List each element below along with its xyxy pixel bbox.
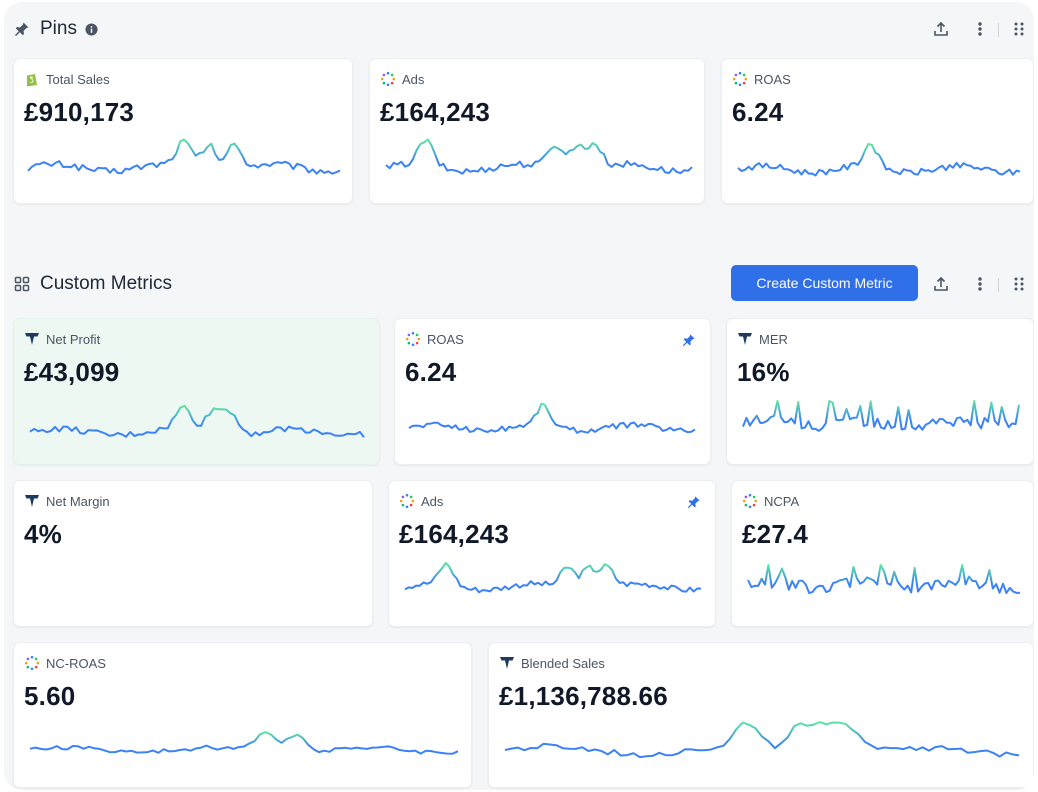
triple-whale-icon <box>25 495 39 507</box>
card-value: 5.60 <box>24 681 76 711</box>
sparkline <box>29 731 459 755</box>
ads-dots-icon <box>405 331 421 347</box>
upload-icon[interactable] <box>930 273 952 295</box>
more-vertical-icon[interactable] <box>969 18 991 40</box>
triple-whale-icon <box>25 333 39 345</box>
card-value: 6.24 <box>732 97 784 127</box>
sparkline-path <box>404 561 702 594</box>
sparkline-path <box>742 400 1020 432</box>
drag-handle-icon[interactable] <box>1008 18 1030 40</box>
more-vertical-icon[interactable] <box>969 273 991 295</box>
pin-card-total-sales[interactable]: Total Sales £910,173 <box>13 58 353 204</box>
metric-card-net-profit[interactable]: Net Profit £43,099 <box>13 318 380 465</box>
sparkline-path <box>408 402 696 434</box>
card-label: MER <box>759 331 788 347</box>
card-value: £164,243 <box>380 97 491 127</box>
create-custom-metric-button[interactable]: Create Custom Metric <box>731 265 918 301</box>
card-label: Net Profit <box>46 331 101 347</box>
upload-icon[interactable] <box>930 18 952 40</box>
sparkline <box>742 400 1020 432</box>
card-value: £1,136,788.66 <box>499 681 668 711</box>
pinned-icon[interactable] <box>687 495 701 509</box>
sparkline-path <box>385 138 693 175</box>
triple-whale-icon <box>500 657 514 669</box>
drag-handle-icon[interactable] <box>1008 273 1030 295</box>
pin-icon <box>15 22 29 36</box>
card-value: 6.24 <box>405 357 457 387</box>
sparkline-path <box>29 731 459 755</box>
card-label: NC-ROAS <box>46 655 106 671</box>
sparkline <box>29 404 365 438</box>
metric-card-nc-roas[interactable]: NC-ROAS 5.60 <box>13 642 472 788</box>
pins-title: Pins <box>40 18 77 39</box>
metrics-grid-icon <box>14 276 30 292</box>
card-value: £910,173 <box>24 97 135 127</box>
metric-card-ads[interactable]: Ads £164,243 <box>388 480 716 627</box>
sparkline <box>385 138 693 175</box>
pins-actions <box>914 9 1034 49</box>
sparkline <box>408 402 696 434</box>
ads-dots-icon <box>399 493 415 509</box>
ads-dots-icon <box>742 493 758 509</box>
custom-metrics-title: Custom Metrics <box>40 273 172 294</box>
metric-card-net-margin[interactable]: Net Margin 4% <box>13 480 373 627</box>
pinned-icon[interactable] <box>682 333 696 347</box>
pin-card-ads[interactable]: Ads £164,243 <box>369 58 705 204</box>
pins-header: Pins <box>4 9 1034 49</box>
sparkline-path <box>29 404 365 438</box>
separator <box>998 23 999 37</box>
metric-card-roas[interactable]: ROAS 6.24 <box>394 318 711 465</box>
card-value: 16% <box>737 357 790 387</box>
metric-card-blended-sales[interactable]: Blended Sales £1,136,788.66 <box>488 642 1034 788</box>
shopify-icon <box>27 74 37 87</box>
sparkline-path <box>27 138 341 175</box>
card-value: £43,099 <box>24 357 120 387</box>
card-label: Net Margin <box>46 493 110 509</box>
metric-card-ncpa[interactable]: NCPA £27.4 <box>731 480 1034 627</box>
card-label: Total Sales <box>46 71 110 87</box>
card-value: 4% <box>24 519 62 549</box>
card-label: Ads <box>402 71 425 87</box>
metric-card-mer[interactable]: MER 16% <box>726 318 1034 465</box>
card-label: ROAS <box>754 71 791 87</box>
ads-dots-icon <box>24 655 40 671</box>
info-icon[interactable] <box>85 22 98 36</box>
sparkline <box>747 564 1021 595</box>
card-label: ROAS <box>427 331 464 347</box>
dashboard-frame: Pins Total Sales £910 <box>4 2 1034 790</box>
custom-metrics-actions <box>914 264 1034 304</box>
pin-card-roas[interactable]: ROAS 6.24 <box>721 58 1034 204</box>
card-value: £27.4 <box>742 519 809 549</box>
sparkline <box>404 561 702 594</box>
triple-whale-icon <box>738 333 752 345</box>
sparkline-path <box>504 721 1020 759</box>
card-label: Blended Sales <box>521 655 605 671</box>
card-label: Ads <box>421 493 444 509</box>
ads-dots-icon <box>380 71 396 87</box>
sparkline <box>27 138 341 175</box>
sparkline <box>737 142 1021 177</box>
ads-dots-icon <box>732 71 748 87</box>
custom-metrics-header: Custom Metrics <box>4 264 1034 304</box>
card-label: NCPA <box>764 493 800 509</box>
sparkline-path <box>737 142 1021 177</box>
card-value: £164,243 <box>399 519 510 549</box>
sparkline-path <box>747 564 1021 595</box>
sparkline <box>504 721 1020 759</box>
separator <box>998 278 999 292</box>
